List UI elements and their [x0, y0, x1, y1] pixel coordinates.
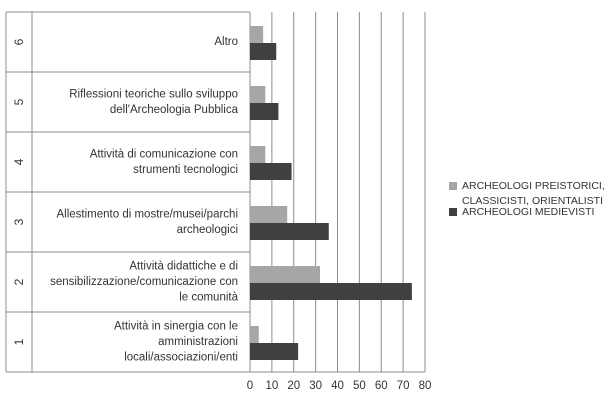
bar-preistorici: [250, 326, 259, 343]
category-label: Attività didattiche e di: [129, 261, 238, 273]
category-label: locali/associazioni/enti: [124, 352, 238, 364]
x-tick-label: 70: [397, 380, 410, 392]
row-number: 6: [12, 38, 26, 45]
row-number: 1: [12, 338, 26, 345]
x-tick-label: 50: [353, 380, 366, 392]
category-label: Attività di comunicazione con: [90, 148, 238, 160]
x-tick-label: 0: [247, 380, 253, 392]
bar-medievisti: [250, 103, 279, 120]
bar-preistorici: [250, 146, 266, 163]
row-number: 5: [12, 98, 26, 105]
x-tick-label: 80: [419, 380, 432, 392]
bar-preistorici: [250, 206, 288, 223]
bar-preistorici: [250, 86, 266, 103]
row-number: 2: [12, 278, 26, 285]
bar-medievisti: [250, 163, 292, 180]
legend-swatch: [449, 208, 457, 216]
bar-medievisti: [250, 283, 412, 300]
legend-label: CLASSICISTI, ORIENTALISTI: [462, 195, 603, 207]
x-tick-label: 60: [375, 380, 388, 392]
category-label: Riflessioni teoriche sullo sviluppo: [69, 88, 238, 100]
category-label: archeologici: [177, 224, 238, 236]
legend: ARCHEOLOGI PREISTORICI, CLASSICISTI, ORIE…: [449, 180, 605, 218]
x-tick-label: 40: [331, 380, 344, 392]
category-label: amministrazioni: [158, 336, 238, 348]
x-tick-label: 10: [265, 380, 278, 392]
category-label: strumenti tecnologici: [133, 164, 238, 176]
legend-label: ARCHEOLOGI MEDIEVISTI: [462, 206, 594, 218]
category-label: dell'Archeologia Pubblica: [110, 104, 239, 116]
category-label: Altro: [214, 36, 238, 48]
x-tick-label: 30: [309, 380, 322, 392]
bar-medievisti: [250, 223, 329, 240]
legend-swatch: [449, 182, 457, 190]
bar-preistorici: [250, 26, 264, 43]
x-tick-label: 20: [287, 380, 300, 392]
row-number: 4: [12, 158, 26, 165]
category-label: Attività in sinergia con le: [114, 321, 238, 333]
category-label: Allestimento di mostre/musei/parchi: [56, 208, 238, 220]
legend-label: ARCHEOLOGI PREISTORICI,: [462, 180, 605, 192]
bar-medievisti: [250, 343, 299, 360]
category-label: le comunità: [179, 292, 238, 304]
category-rows: 1 Attività in sinergia con le amministrazi…: [5, 11, 250, 373]
bar-preistorici: [250, 266, 320, 283]
bar-medievisti: [250, 43, 277, 60]
row-number: 3: [12, 218, 26, 225]
x-axis: 0 10 20 30 40 50 60 70 80: [247, 371, 432, 392]
category-label: sensibilizzazione/comunicazione con: [50, 276, 238, 288]
gridlines: [249, 12, 426, 372]
bars: [250, 26, 412, 360]
